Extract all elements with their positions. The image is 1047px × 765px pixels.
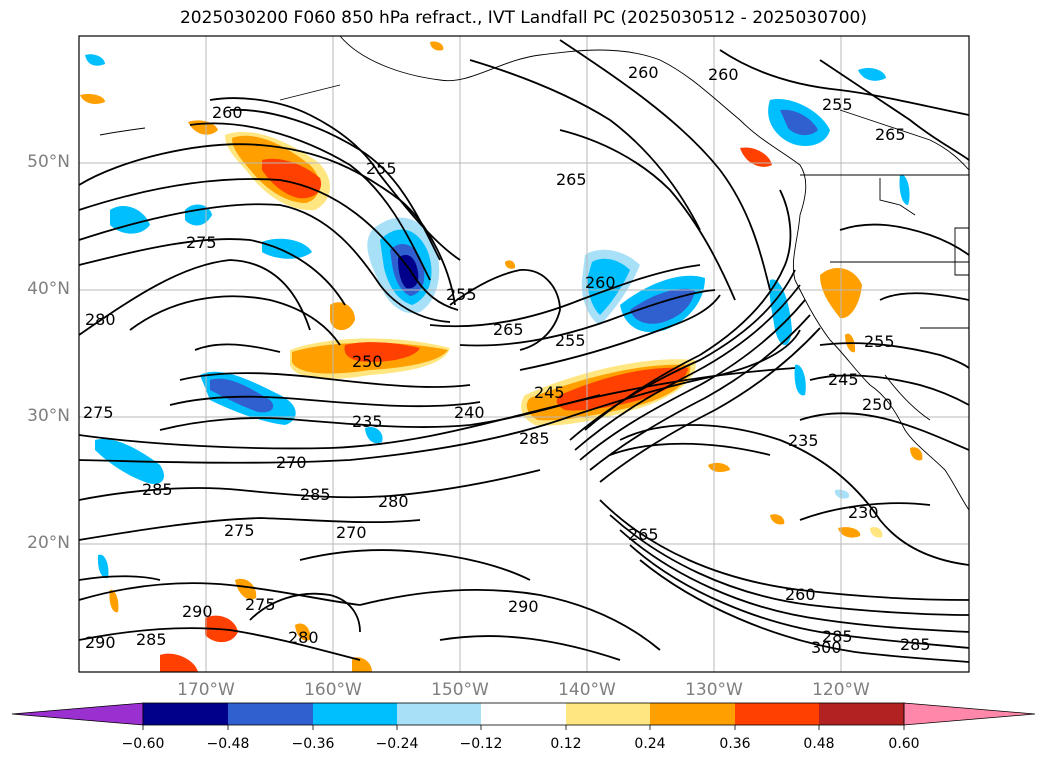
latitude-label-20n: 20°N [27,533,70,553]
contour-value-label: 240 [454,403,485,422]
contour-value-label: 250 [862,395,893,414]
colorbar-swatch-3 [397,703,481,725]
contour-value-label: 285 [519,429,550,448]
colorbar-tick-label: −0.48 [206,736,250,752]
contour-value-label: 230 [848,503,879,522]
contour-value-label: 280 [288,628,319,647]
contour-value-label: 285 [300,485,331,504]
colorbar-tick-label: −0.24 [375,736,419,752]
map-frame [78,35,970,673]
colorbar-swatch-6 [650,703,735,725]
contour-value-label: 235 [352,412,383,431]
contour-value-label: 255 [864,332,895,351]
contour-value-label: 275 [224,521,255,540]
map-title: 2025030200 F060 850 hPa refract., IVT La… [179,8,867,28]
contour-value-label: 260 [212,103,243,122]
longitude-label-150w: 150°W [431,680,489,700]
contour-value-label: 265 [628,525,659,544]
contour-value-label: 255 [366,159,397,178]
contour-value-label: 290 [85,633,116,652]
longitude-label-140w: 140°W [558,680,616,700]
colorbar-swatch-1 [228,703,313,725]
contour-value-label: 265 [875,125,906,144]
contour-value-label: 265 [556,170,587,189]
contour-value-label: 255 [822,95,853,114]
positive-anomaly-shading [80,41,923,672]
contour-value-label: 285 [900,635,931,654]
longitude-label-170w: 170°W [177,680,235,700]
negative-anomaly-shading [85,54,910,579]
colorbar-swatch-0 [143,703,228,725]
contour-value-label: 290 [182,602,213,621]
contour-labels: 260 255 265 275 280 250 255 260 265 255 … [83,63,931,657]
contour-value-label: 255 [446,285,477,304]
contour-value-label: 285 [822,627,853,646]
contour-value-label: 275 [186,233,217,252]
colorbar-tick-label: 0.12 [550,736,582,752]
colorbar-swatch-4 [481,703,566,725]
colorbar [11,702,1036,730]
contour-value-label: 260 [585,273,616,292]
colorbar-tick-label: 0.48 [803,736,835,752]
latitude-label-50n: 50°N [27,152,70,172]
colorbar-swatch-8 [819,703,904,725]
colorbar-min-extension [11,702,144,726]
contour-value-label: 275 [245,595,276,614]
colorbar-tick-label: −0.36 [291,736,335,752]
refractivity-contours [79,39,969,663]
contour-value-label: 265 [493,320,524,339]
contour-value-label: 260 [785,585,816,604]
colorbar-swatch-7 [735,703,819,725]
contour-value-label: 300 [811,638,842,657]
contour-value-label: 245 [534,383,565,402]
colorbar-tick-label: 0.60 [888,736,920,752]
contour-value-label: 280 [85,310,116,329]
colorbar-tick-label: 0.24 [634,736,666,752]
colorbar-swatch-5 [566,703,650,725]
colorbar-tick-label: −0.12 [459,736,503,752]
coastlines [99,36,969,511]
contour-value-label: 285 [142,480,173,499]
colorbar-tick-label: −0.60 [121,736,165,752]
longitude-label-130w: 130°W [685,680,743,700]
contour-value-label: 255 [555,331,586,350]
contour-value-label: 285 [136,630,167,649]
graticule [79,36,969,672]
contour-value-label: 290 [508,597,539,616]
longitude-label-160w: 160°W [304,680,362,700]
latitude-label-30n: 30°N [27,406,70,426]
contour-value-label: 270 [276,453,307,472]
contour-value-label: 245 [828,370,859,389]
contour-value-label: 260 [628,63,659,82]
contour-value-label: 235 [788,431,819,450]
colorbar-max-extension [903,702,1036,726]
longitude-label-120w: 120°W [812,680,870,700]
colorbar-swatch-2 [313,703,397,725]
contour-value-label: 260 [708,65,739,84]
contour-value-label: 270 [336,523,367,542]
contour-value-label: 250 [352,352,383,371]
contour-value-label: 280 [378,492,409,511]
contour-value-label: 275 [83,403,114,422]
latitude-label-40n: 40°N [27,279,70,299]
colorbar-tick-label: 0.36 [719,736,751,752]
